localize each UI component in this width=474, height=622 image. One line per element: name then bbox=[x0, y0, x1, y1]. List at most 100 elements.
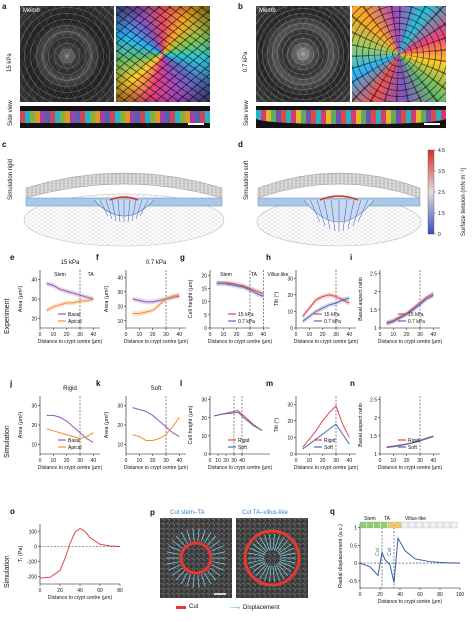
cell-strip-cell bbox=[450, 521, 458, 529]
panel-a-segmentation-image bbox=[116, 6, 210, 102]
y-axis-label: Area (μm²) bbox=[18, 286, 24, 313]
x-tick-label: 30 bbox=[417, 332, 423, 338]
displacement-arrow-icon: ⟶ bbox=[230, 605, 241, 612]
cell-strip-cell bbox=[359, 521, 367, 529]
displacement-arrow bbox=[166, 551, 180, 555]
panel-p-title-1: Cut stem–TA bbox=[170, 510, 205, 516]
y-tick-label: 2.5 bbox=[370, 398, 377, 404]
colorbar-tick-label: 4.5 bbox=[438, 148, 445, 154]
x-tick-label: 10 bbox=[137, 458, 143, 464]
x-axis-label: Distance to crypt centre (μm) bbox=[48, 595, 113, 601]
displacement-arrow bbox=[180, 572, 188, 585]
displacement-arrow bbox=[168, 545, 181, 552]
annotation-stem: Stem bbox=[54, 272, 66, 278]
y-tick-label: 30 bbox=[31, 404, 37, 410]
displacement-arrow bbox=[209, 540, 221, 549]
x-tick-label: 40 bbox=[91, 332, 97, 338]
displacement-arrow bbox=[255, 563, 267, 577]
x-axis-label: Distance to crypt centre (μm) bbox=[294, 465, 359, 471]
cell-strip-cell bbox=[443, 521, 451, 529]
panel-d-label-text: Simulation soft bbox=[244, 160, 250, 200]
plot-f-title: 0.7 kPa bbox=[146, 260, 167, 266]
panel-i-label: i bbox=[350, 253, 352, 262]
x-tick-label: 0 bbox=[209, 332, 212, 338]
x-tick-label: 10 bbox=[307, 332, 313, 338]
x-tick-label: 40 bbox=[177, 458, 183, 464]
displacement-arrow bbox=[275, 537, 285, 552]
y-axis-label: Tᵣ (Pa) bbox=[18, 546, 24, 563]
panel-b-membrane-image: Memb bbox=[256, 6, 350, 102]
y-tick-label: 0 bbox=[34, 545, 37, 551]
cell-strip-cell bbox=[415, 521, 423, 529]
displacement-arrow bbox=[249, 547, 265, 556]
x-tick-label: 10 bbox=[51, 458, 57, 464]
y-tick-label: 20 bbox=[287, 293, 293, 299]
legend-label: Soft bbox=[324, 445, 334, 451]
displacement-arrow bbox=[192, 528, 195, 542]
y-axis-label: Tilt (°) bbox=[274, 418, 280, 433]
displacement-arrow bbox=[171, 567, 183, 576]
annotation-ta: TA bbox=[88, 272, 95, 278]
series-Apical-line bbox=[46, 428, 94, 440]
x-tick-label: 40 bbox=[347, 332, 353, 338]
series-Rigid-line bbox=[213, 409, 263, 431]
legend-label: 0.7 kPa bbox=[408, 319, 425, 325]
cell-strip-cell bbox=[387, 521, 395, 529]
panel-p-legend-displacement: ⟶ Displacement bbox=[230, 604, 279, 612]
x-tick-label: 60 bbox=[97, 588, 103, 594]
y-tick-label: 1.5 bbox=[370, 434, 377, 440]
y-axis-label: Cell height (μm) bbox=[188, 405, 194, 444]
y-tick-label: 10 bbox=[287, 309, 293, 315]
x-tick-label: 40 bbox=[177, 332, 183, 338]
displacement-arrow bbox=[264, 565, 270, 581]
y-tick-label: 10 bbox=[287, 435, 293, 441]
displacement-arrow bbox=[211, 545, 224, 552]
y-tick-label: 10 bbox=[117, 319, 123, 325]
series-Rigid-line bbox=[302, 405, 350, 448]
displacement-arrow bbox=[204, 572, 212, 585]
x-tick-label: 10 bbox=[51, 332, 57, 338]
y-tick-label: 40 bbox=[31, 278, 37, 284]
surface-tension-colorbar: 0 1.5 2.5 3.5 4.5 bbox=[427, 148, 445, 238]
series-Basal-line bbox=[132, 407, 180, 438]
cell-strip-cell bbox=[408, 521, 416, 529]
y-tick-label: 20 bbox=[31, 423, 37, 429]
y-tick-label: 30 bbox=[117, 404, 123, 410]
y-tick-label: 0 bbox=[290, 452, 293, 458]
x-tick-label: 0 bbox=[209, 458, 212, 464]
x-tick-label: 10 bbox=[215, 458, 221, 464]
y-tick-label: 0 bbox=[204, 452, 207, 458]
y-tick-label: 20 bbox=[117, 423, 123, 429]
x-tick-label: 20 bbox=[320, 332, 326, 338]
x-tick-label: 20 bbox=[223, 458, 229, 464]
x-tick-label: 0 bbox=[359, 592, 362, 598]
cut-ta-villus-image bbox=[236, 518, 308, 598]
displacement-arrow bbox=[252, 562, 266, 573]
displacement-arrow bbox=[168, 564, 181, 571]
cell-strip-cell bbox=[429, 521, 437, 529]
x-tick-label: 30 bbox=[77, 332, 83, 338]
series-Soft-line bbox=[386, 436, 434, 448]
x-tick-label: 30 bbox=[417, 458, 423, 464]
plot-e-title: 15 kPa bbox=[61, 260, 80, 266]
panel-b-label: b bbox=[238, 2, 243, 11]
y-tick-label: 0.5 bbox=[350, 543, 357, 549]
y-tick-label: 1 bbox=[354, 526, 357, 532]
x-tick-label: 30 bbox=[77, 458, 83, 464]
series-15 kPa-line bbox=[386, 293, 434, 324]
legend-label: 15 kPa bbox=[238, 312, 254, 318]
cut-stem-ta-image bbox=[160, 518, 232, 598]
x-tick-label: 20 bbox=[320, 458, 326, 464]
x-tick-label: 0 bbox=[379, 332, 382, 338]
panel-h-label: h bbox=[266, 253, 271, 262]
displacement-arrow bbox=[212, 551, 226, 555]
displacement-arrow bbox=[279, 560, 295, 569]
panel-b-side-view-label: Side view bbox=[244, 100, 250, 126]
y-tick-label: 15 bbox=[201, 286, 207, 292]
displacement-arrow bbox=[274, 565, 280, 581]
x-tick-label: 20 bbox=[64, 332, 70, 338]
legend-label: Rigid bbox=[324, 438, 336, 444]
